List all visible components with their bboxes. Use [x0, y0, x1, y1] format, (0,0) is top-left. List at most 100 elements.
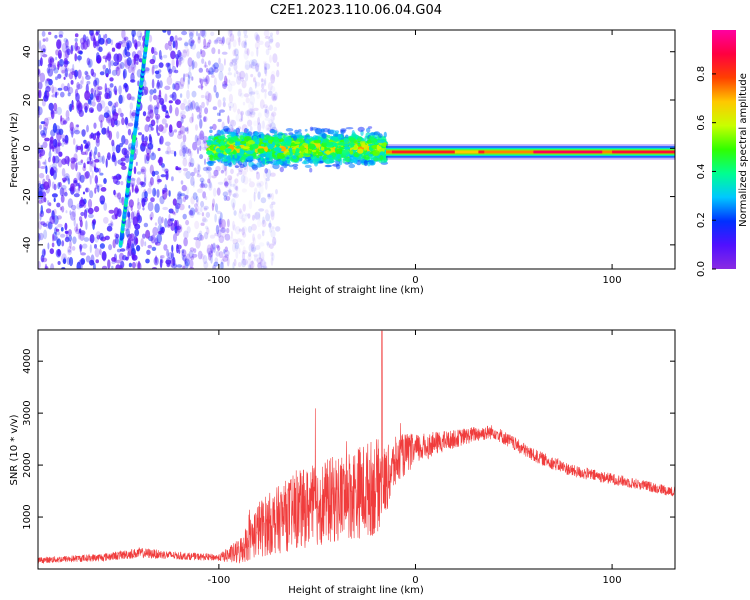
noise-speckle: [43, 117, 49, 127]
noise-speckle: [269, 243, 274, 249]
noise-speckle: [56, 215, 62, 220]
noise-speckle: [210, 70, 215, 76]
band-blob: [325, 150, 331, 155]
noise-speckle: [79, 244, 83, 250]
noise-speckle: [127, 128, 132, 136]
noise-speckle: [80, 252, 86, 256]
noise-speckle: [55, 228, 60, 232]
noise-speckle: [141, 191, 146, 200]
noise-speckle: [205, 211, 211, 218]
noise-speckle: [48, 157, 51, 163]
band-blob: [265, 161, 273, 164]
noise-speckle: [216, 210, 222, 215]
noise-speckle: [136, 215, 142, 224]
noise-speckle: [234, 57, 239, 65]
noise-speckle: [249, 107, 254, 115]
noise-speckle: [127, 122, 134, 127]
snr-frame: [37, 329, 676, 570]
noise-speckle: [264, 78, 267, 86]
noise-speckle: [79, 231, 85, 241]
band-blob: [245, 150, 254, 155]
noise-speckle: [157, 79, 160, 88]
noise-speckle: [58, 181, 62, 188]
noise-speckle: [186, 126, 189, 134]
noise-speckle: [105, 115, 112, 124]
noise-speckle: [187, 71, 192, 79]
noise-speckle: [240, 112, 243, 120]
noise-speckle: [198, 133, 204, 140]
noise-speckle: [153, 51, 158, 56]
noise-speckle: [258, 208, 265, 212]
noise-speckle: [232, 224, 237, 231]
noise-speckle: [78, 54, 81, 63]
noise-speckle: [270, 74, 276, 84]
noise-speckle: [208, 182, 213, 191]
noise-speckle: [108, 130, 113, 141]
noise-speckle: [256, 257, 263, 265]
band-blob: [275, 143, 280, 147]
noise-speckle: [89, 151, 91, 157]
noise-speckle: [121, 30, 126, 39]
noise-speckle: [147, 143, 154, 150]
colorbar-tick-label: 0.0: [696, 261, 707, 277]
noise-speckle: [115, 66, 119, 72]
noise-speckle: [74, 226, 78, 232]
noise-speckle: [181, 153, 188, 160]
noise-speckle: [253, 107, 259, 111]
noise-speckle: [224, 254, 229, 258]
noise-speckle: [55, 125, 61, 135]
noise-speckle: [205, 75, 210, 85]
noise-speckle: [195, 30, 199, 37]
noise-speckle: [138, 35, 142, 41]
noise-speckle: [134, 42, 138, 50]
noise-speckle: [94, 206, 100, 213]
noise-speckle: [74, 124, 79, 133]
noise-speckle: [181, 30, 188, 36]
noise-speckle: [147, 244, 153, 249]
noise-speckle: [263, 66, 267, 75]
noise-speckle: [252, 214, 255, 221]
noise-speckle: [98, 114, 105, 123]
noise-speckle: [80, 80, 83, 85]
noise-speckle: [182, 168, 189, 172]
noise-speckle: [158, 49, 162, 60]
noise-speckle: [53, 138, 58, 148]
noise-speckle: [228, 42, 231, 50]
noise-speckle: [50, 263, 55, 269]
noise-speckle: [227, 218, 230, 228]
noise-speckle: [124, 116, 129, 126]
noise-speckle: [210, 254, 213, 264]
band-blob: [232, 159, 237, 166]
spectrogram-ylabel: Frequency (Hz): [9, 112, 20, 188]
noise-speckle: [174, 82, 180, 91]
noise-speckle: [124, 36, 129, 41]
noise-speckle: [168, 252, 173, 259]
noise-speckle: [42, 54, 48, 58]
noise-speckle: [109, 77, 114, 82]
noise-speckle: [67, 178, 71, 185]
noise-speckle: [199, 183, 206, 189]
noise-speckle: [41, 30, 46, 37]
noise-speckle: [242, 232, 247, 238]
noise-speckle: [149, 109, 154, 119]
noise-speckle: [228, 191, 233, 196]
figure-title: C2E1.2023.110.06.04.G04: [270, 3, 442, 18]
noise-speckle: [150, 234, 156, 244]
noise-speckle: [101, 265, 108, 269]
noise-speckle: [38, 40, 42, 50]
noise-speckle: [57, 61, 60, 70]
noise-speckle: [256, 171, 260, 180]
noise-speckle: [85, 255, 91, 263]
band-blob: [305, 140, 310, 144]
noise-speckle: [55, 231, 61, 236]
noise-speckle: [72, 63, 75, 74]
noise-speckle: [97, 185, 100, 193]
noise-speckle: [213, 62, 220, 69]
noise-speckle: [108, 68, 112, 75]
noise-speckle: [174, 262, 178, 269]
colorbar-ticks: 0.0 0.2 0.4 0.6 0.8: [696, 66, 716, 277]
noise-speckle: [204, 158, 206, 165]
band-blob: [340, 128, 347, 132]
noise-speckle: [241, 258, 248, 266]
